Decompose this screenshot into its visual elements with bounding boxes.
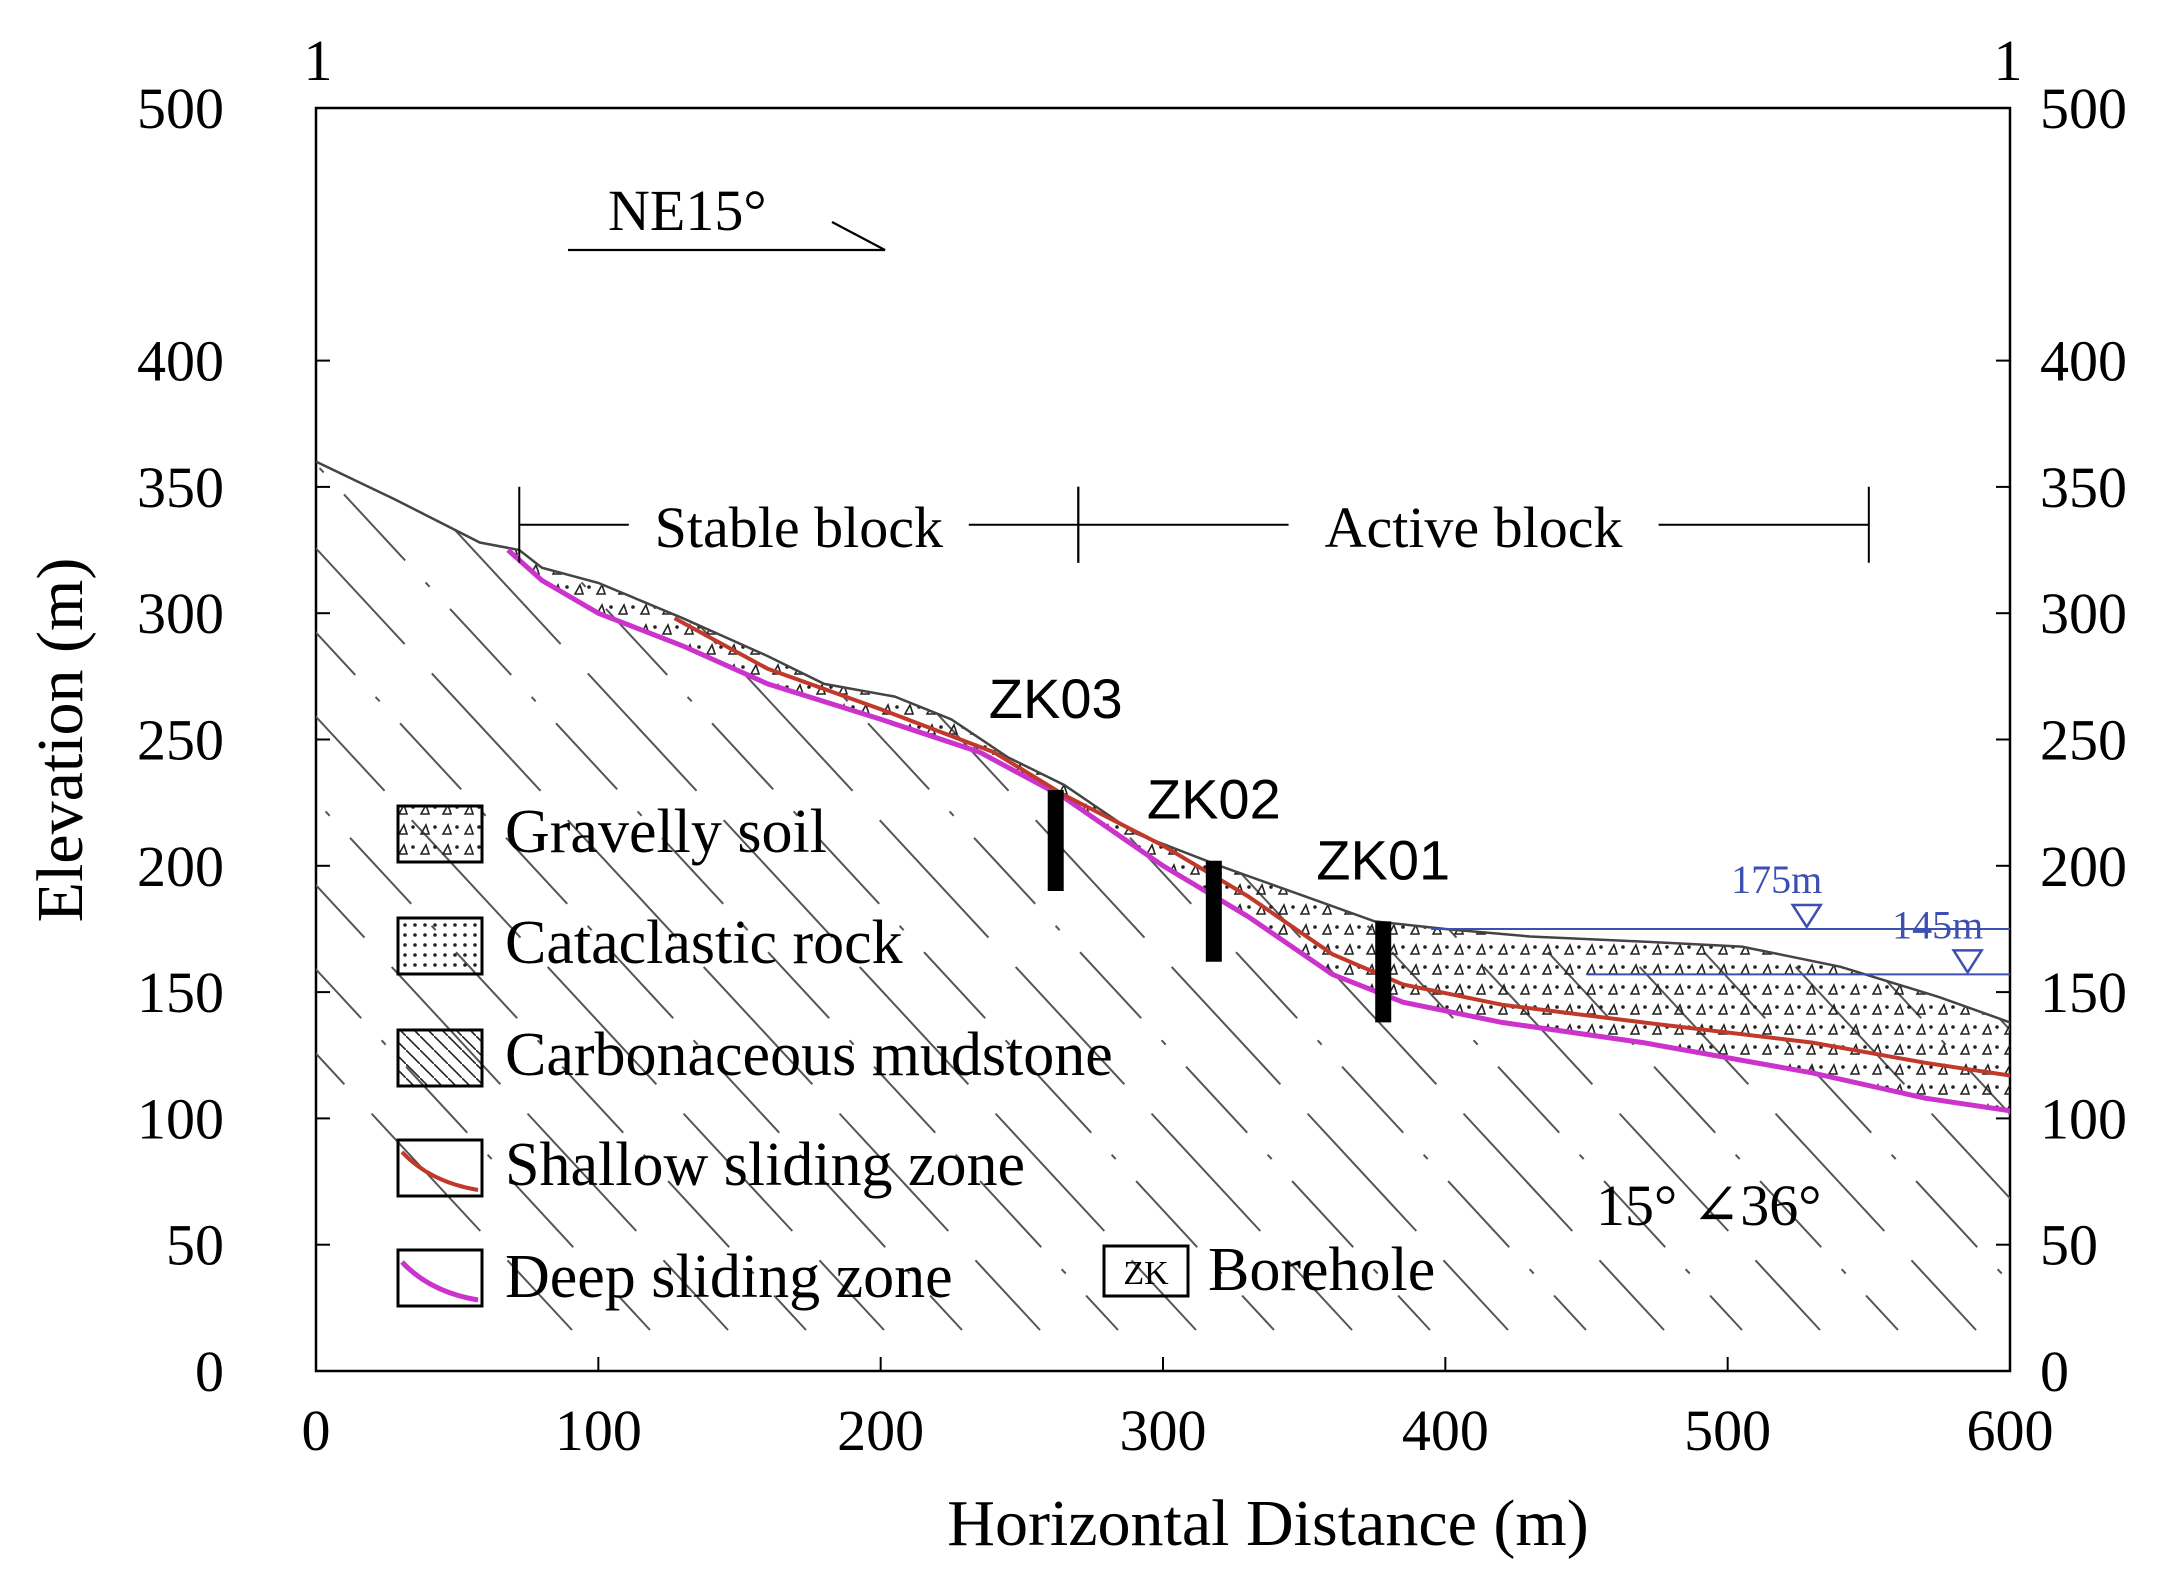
bedding-line [316,461,729,1331]
legend-item-borehole: ZK Borehole [1102,1236,1435,1304]
legend-line-shallow [400,1150,479,1192]
legend: Gravelly soil Cataclastic rock Carbonace… [396,798,1435,1311]
direction-arrow [568,221,886,252]
block-label: Active block [1325,495,1623,560]
borehole-label: ZK01 [1316,828,1450,891]
x-tick-label: 600 [1967,1398,2054,1463]
legend-item-shallow-sliding-zone: Shallow sliding zone [396,1131,1025,1199]
y-tick-label-left: 500 [137,76,224,141]
y-tick-label-right: 500 [2040,76,2127,141]
y-tick-label-left: 400 [137,329,224,394]
y-tick-label-right: 150 [2040,960,2127,1025]
y-tick-label-right: 100 [2040,1086,2127,1151]
legend-swatch-borehole [1102,1244,1190,1298]
y-tick-label-right: 350 [2040,455,2127,520]
geology-layers: 175m 145m ZK03 ZK02 ZK01 [316,460,2010,1331]
legend-line-deep [400,1260,479,1303]
legend-label-shallow: Shallow sliding zone [505,1131,1025,1199]
borehole-label: ZK03 [989,667,1123,730]
bedding-line [316,461,1119,1331]
y-tick-label-left: 300 [137,581,224,646]
y-tick-label-left: 100 [137,1086,224,1151]
legend-swatch-cataclastic [396,916,484,976]
x-tick-label: 200 [837,1398,924,1463]
x-axis-title: Horizontal Distance (m) [947,1487,1588,1560]
y-tick-label-right: 400 [2040,329,2127,394]
shallow-sliding-zone-line [673,616,2010,1078]
y-tick-label-right: 200 [2040,834,2127,899]
bedding-line [316,461,807,1331]
y-tick-label-left: 350 [137,455,224,520]
x-tick-label: 500 [1684,1398,1771,1463]
legend-item-deep-sliding-zone: Deep sliding zone [396,1243,953,1311]
x-tick-label: 0 [302,1398,331,1463]
legend-label-cataclastic: Cataclastic rock [505,909,903,977]
y-axis-title: Elevation (m) [24,558,97,923]
x-tick-label: 300 [1120,1398,1207,1463]
bedding-line [316,461,1197,1331]
water-level-marker-icon [1790,903,1823,930]
section-label-right: 1 [1994,28,2023,93]
mudstone-bedding-lines [316,461,2010,1331]
legend-swatch-gravelly [396,804,484,864]
y-tick-label-left: 200 [137,834,224,899]
legend-swatch-mudstone [396,1028,484,1088]
water-level-label: 175m [1731,857,1822,902]
y-tick-label-right: 0 [2040,1339,2069,1404]
legend-label-gravelly: Gravelly soil [505,798,827,866]
bedding-line [316,461,1041,1331]
legend-swatch-deep [396,1248,484,1308]
y-tick-label-left: 250 [137,708,224,773]
borehole-label: ZK02 [1147,768,1281,831]
y-tick-label-right: 300 [2040,581,2127,646]
legend-item-cataclastic-rock: Cataclastic rock [396,909,903,977]
x-tick-label: 400 [1402,1398,1489,1463]
legend-swatch-shallow [396,1138,484,1198]
y-tick-label-right: 250 [2040,708,2127,773]
x-tick-label: 100 [555,1398,642,1463]
legend-item-carbonaceous-mudstone: Carbonaceous mudstone [396,1021,1113,1089]
deep-sliding-zone-line [506,548,2010,1114]
y-tick-label-right: 50 [2040,1213,2098,1278]
gravelly-soil-fill [508,550,2010,1111]
section-label-left: 1 [304,28,333,93]
block-extent-bar: Stable block Active block [518,486,1870,563]
boreholes: ZK03 ZK02 ZK01 [989,667,1450,1023]
direction-label: NE15° [608,178,767,243]
y-tick-label-left: 50 [166,1213,224,1278]
ground-surface-line [316,460,2010,1024]
y-tick-label-left: 150 [137,960,224,1025]
legend-borehole-symbol: ZK [1123,1255,1169,1292]
y-tick-label-left: 0 [195,1339,224,1404]
block-label: Stable block [655,495,943,560]
bedding-line [316,461,963,1331]
legend-item-gravelly-soil: Gravelly soil [396,798,827,866]
water-level-marker-icon [1951,949,1984,975]
legend-label-borehole: Borehole [1208,1236,1435,1304]
dip-label: 15° ∠36° [1596,1173,1822,1238]
water-levels: 175m 145m [1431,857,2010,976]
legend-label-deep: Deep sliding zone [505,1243,953,1311]
water-level-label: 145m [1892,902,1983,947]
legend-label-mudstone: Carbonaceous mudstone [505,1021,1113,1089]
